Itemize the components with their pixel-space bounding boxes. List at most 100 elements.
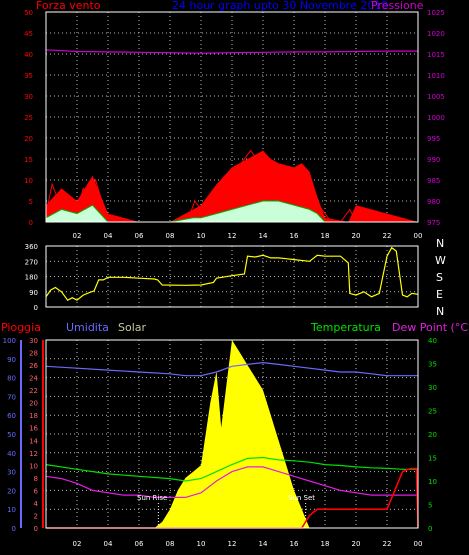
p3-mid-tick: 18 <box>29 412 38 420</box>
p3-rain-tick: 90 <box>7 356 16 364</box>
p3-mid-tick: 6 <box>34 487 39 495</box>
p1-x-tick: 20 <box>352 232 361 240</box>
p3-x-tick: 08 <box>166 540 175 548</box>
p3-rain-tick: 40 <box>7 450 16 458</box>
rain-line <box>46 467 419 529</box>
p1-left-tick: 25 <box>24 114 33 122</box>
compass-n-top: N <box>436 237 444 250</box>
p3-right-tick: 25 <box>428 408 437 416</box>
p1-right-tick: 975 <box>427 219 440 227</box>
p1-x-tick: 10 <box>197 232 206 240</box>
p1-x-tick: 14 <box>259 232 268 240</box>
sunrise-label: Sun Rise <box>137 494 167 502</box>
p3-rain-tick: 30 <box>7 469 16 477</box>
p3-frame <box>45 339 419 529</box>
p2-tick: 270 <box>25 258 38 266</box>
p1-x-tick: 06 <box>135 232 144 240</box>
p3-rain-tick: 100 <box>3 337 16 345</box>
p3-mid-tick: 4 <box>34 500 39 508</box>
temp-humidity-panel: 0102030405060708090100024681012141618202… <box>3 337 437 548</box>
p3-mid-tick: 24 <box>29 375 38 383</box>
compass-e: E <box>436 288 443 301</box>
p3-rain-tick: 10 <box>7 506 16 514</box>
p3-mid-tick: 14 <box>29 437 38 445</box>
compass-w: W <box>435 254 446 267</box>
p1-left-tick: 45 <box>24 30 33 38</box>
p2-tick: 360 <box>25 243 38 251</box>
p3-mid-tick: 8 <box>34 475 38 483</box>
p1-x-tick: 22 <box>383 232 392 240</box>
p2-tick: 90 <box>29 289 38 297</box>
p3-x-tick: 02 <box>73 540 82 548</box>
p1-left-tick: 40 <box>24 51 33 59</box>
p1-right-tick: 1010 <box>427 72 445 80</box>
p3-right-tick: 0 <box>428 525 432 533</box>
p1-right-tick: 995 <box>427 135 440 143</box>
solar-label: Solar <box>118 321 147 334</box>
p3-mid-tick: 28 <box>29 350 38 358</box>
p1-right-tick: 1000 <box>427 114 445 122</box>
header-left-label: Forza vento <box>36 0 101 12</box>
p3-x-tick: 22 <box>383 540 392 548</box>
p2-tick: 180 <box>25 274 38 282</box>
p3-rain-tick: 0 <box>12 525 16 533</box>
wind-pressure-panel: 0510152025303540455097598098599099510001… <box>24 9 445 240</box>
direction-line <box>45 246 419 301</box>
p1-right-tick: 990 <box>427 156 440 164</box>
avg-wind-line <box>45 200 418 223</box>
p3-x-tick: 16 <box>290 540 299 548</box>
humidity-line <box>45 361 418 377</box>
p1-left-tick: 35 <box>24 72 33 80</box>
p1-x-tick: 04 <box>104 232 113 240</box>
solar-area <box>46 340 418 528</box>
p3-rain-tick: 80 <box>7 375 16 383</box>
p3-mid-tick: 22 <box>29 387 38 395</box>
p1-right-tick: 1020 <box>427 30 445 38</box>
p3-rain-tick: 60 <box>7 412 16 420</box>
p1-x-tick: 12 <box>228 232 237 240</box>
p3-mid-tick: 12 <box>29 450 38 458</box>
p2-frame <box>45 245 419 308</box>
p1-right-tick: 1025 <box>427 9 445 17</box>
p1-right-tick: 980 <box>427 198 440 206</box>
p3-mid-tick: 0 <box>34 525 38 533</box>
rain-scale-bar <box>20 340 22 528</box>
dewpoint-line <box>45 466 418 498</box>
p1-right-tick: 1005 <box>427 93 445 101</box>
p3-rain-tick: 20 <box>7 487 16 495</box>
p3-right-tick: 40 <box>428 337 437 345</box>
p3-x-tick: 20 <box>352 540 361 548</box>
p3-right-tick: 30 <box>428 384 437 392</box>
p1-left-tick: 20 <box>24 135 33 143</box>
compass-n-bottom: N <box>436 305 444 318</box>
p2-tick: 0 <box>34 304 38 312</box>
p3-x-tick: 04 <box>104 540 113 548</box>
p3-x-tick: 18 <box>321 540 330 548</box>
p3-x-tick: 06 <box>135 540 144 548</box>
p1-left-tick: 10 <box>24 177 33 185</box>
p1-x-tick: 02 <box>73 232 82 240</box>
p1-left-tick: 50 <box>24 9 33 17</box>
p1-x-tick: 18 <box>321 232 330 240</box>
sunset-label: Sun Set <box>288 494 315 502</box>
p1-left-tick: 0 <box>29 219 33 227</box>
p1-x-tick: 16 <box>290 232 299 240</box>
p3-x-tick: 12 <box>228 540 237 548</box>
p3-mid-tick: 20 <box>29 400 38 408</box>
p3-mid-tick: 30 <box>29 337 38 345</box>
p3-right-tick: 20 <box>428 431 437 439</box>
pressure-line <box>45 49 418 54</box>
temperature-line <box>45 456 418 482</box>
avg-wind-area <box>46 201 418 222</box>
p1-left-tick: 30 <box>24 93 33 101</box>
p3-right-tick: 35 <box>428 361 437 369</box>
p3-mid-tick: 10 <box>29 462 38 470</box>
temperatura-label: Temperatura <box>310 321 381 334</box>
dewpoint-label: Dew Point (°C) <box>392 321 469 334</box>
header-title: 24 hour graph upto 30 Novembre 2019 <box>172 0 388 12</box>
wind-direction-panel: 0 90 180 270 360 <box>25 243 419 312</box>
p3-x-tick: 14 <box>259 540 268 548</box>
p1-left-tick: 5 <box>29 198 33 206</box>
header-right-label: Pressione <box>371 0 424 12</box>
